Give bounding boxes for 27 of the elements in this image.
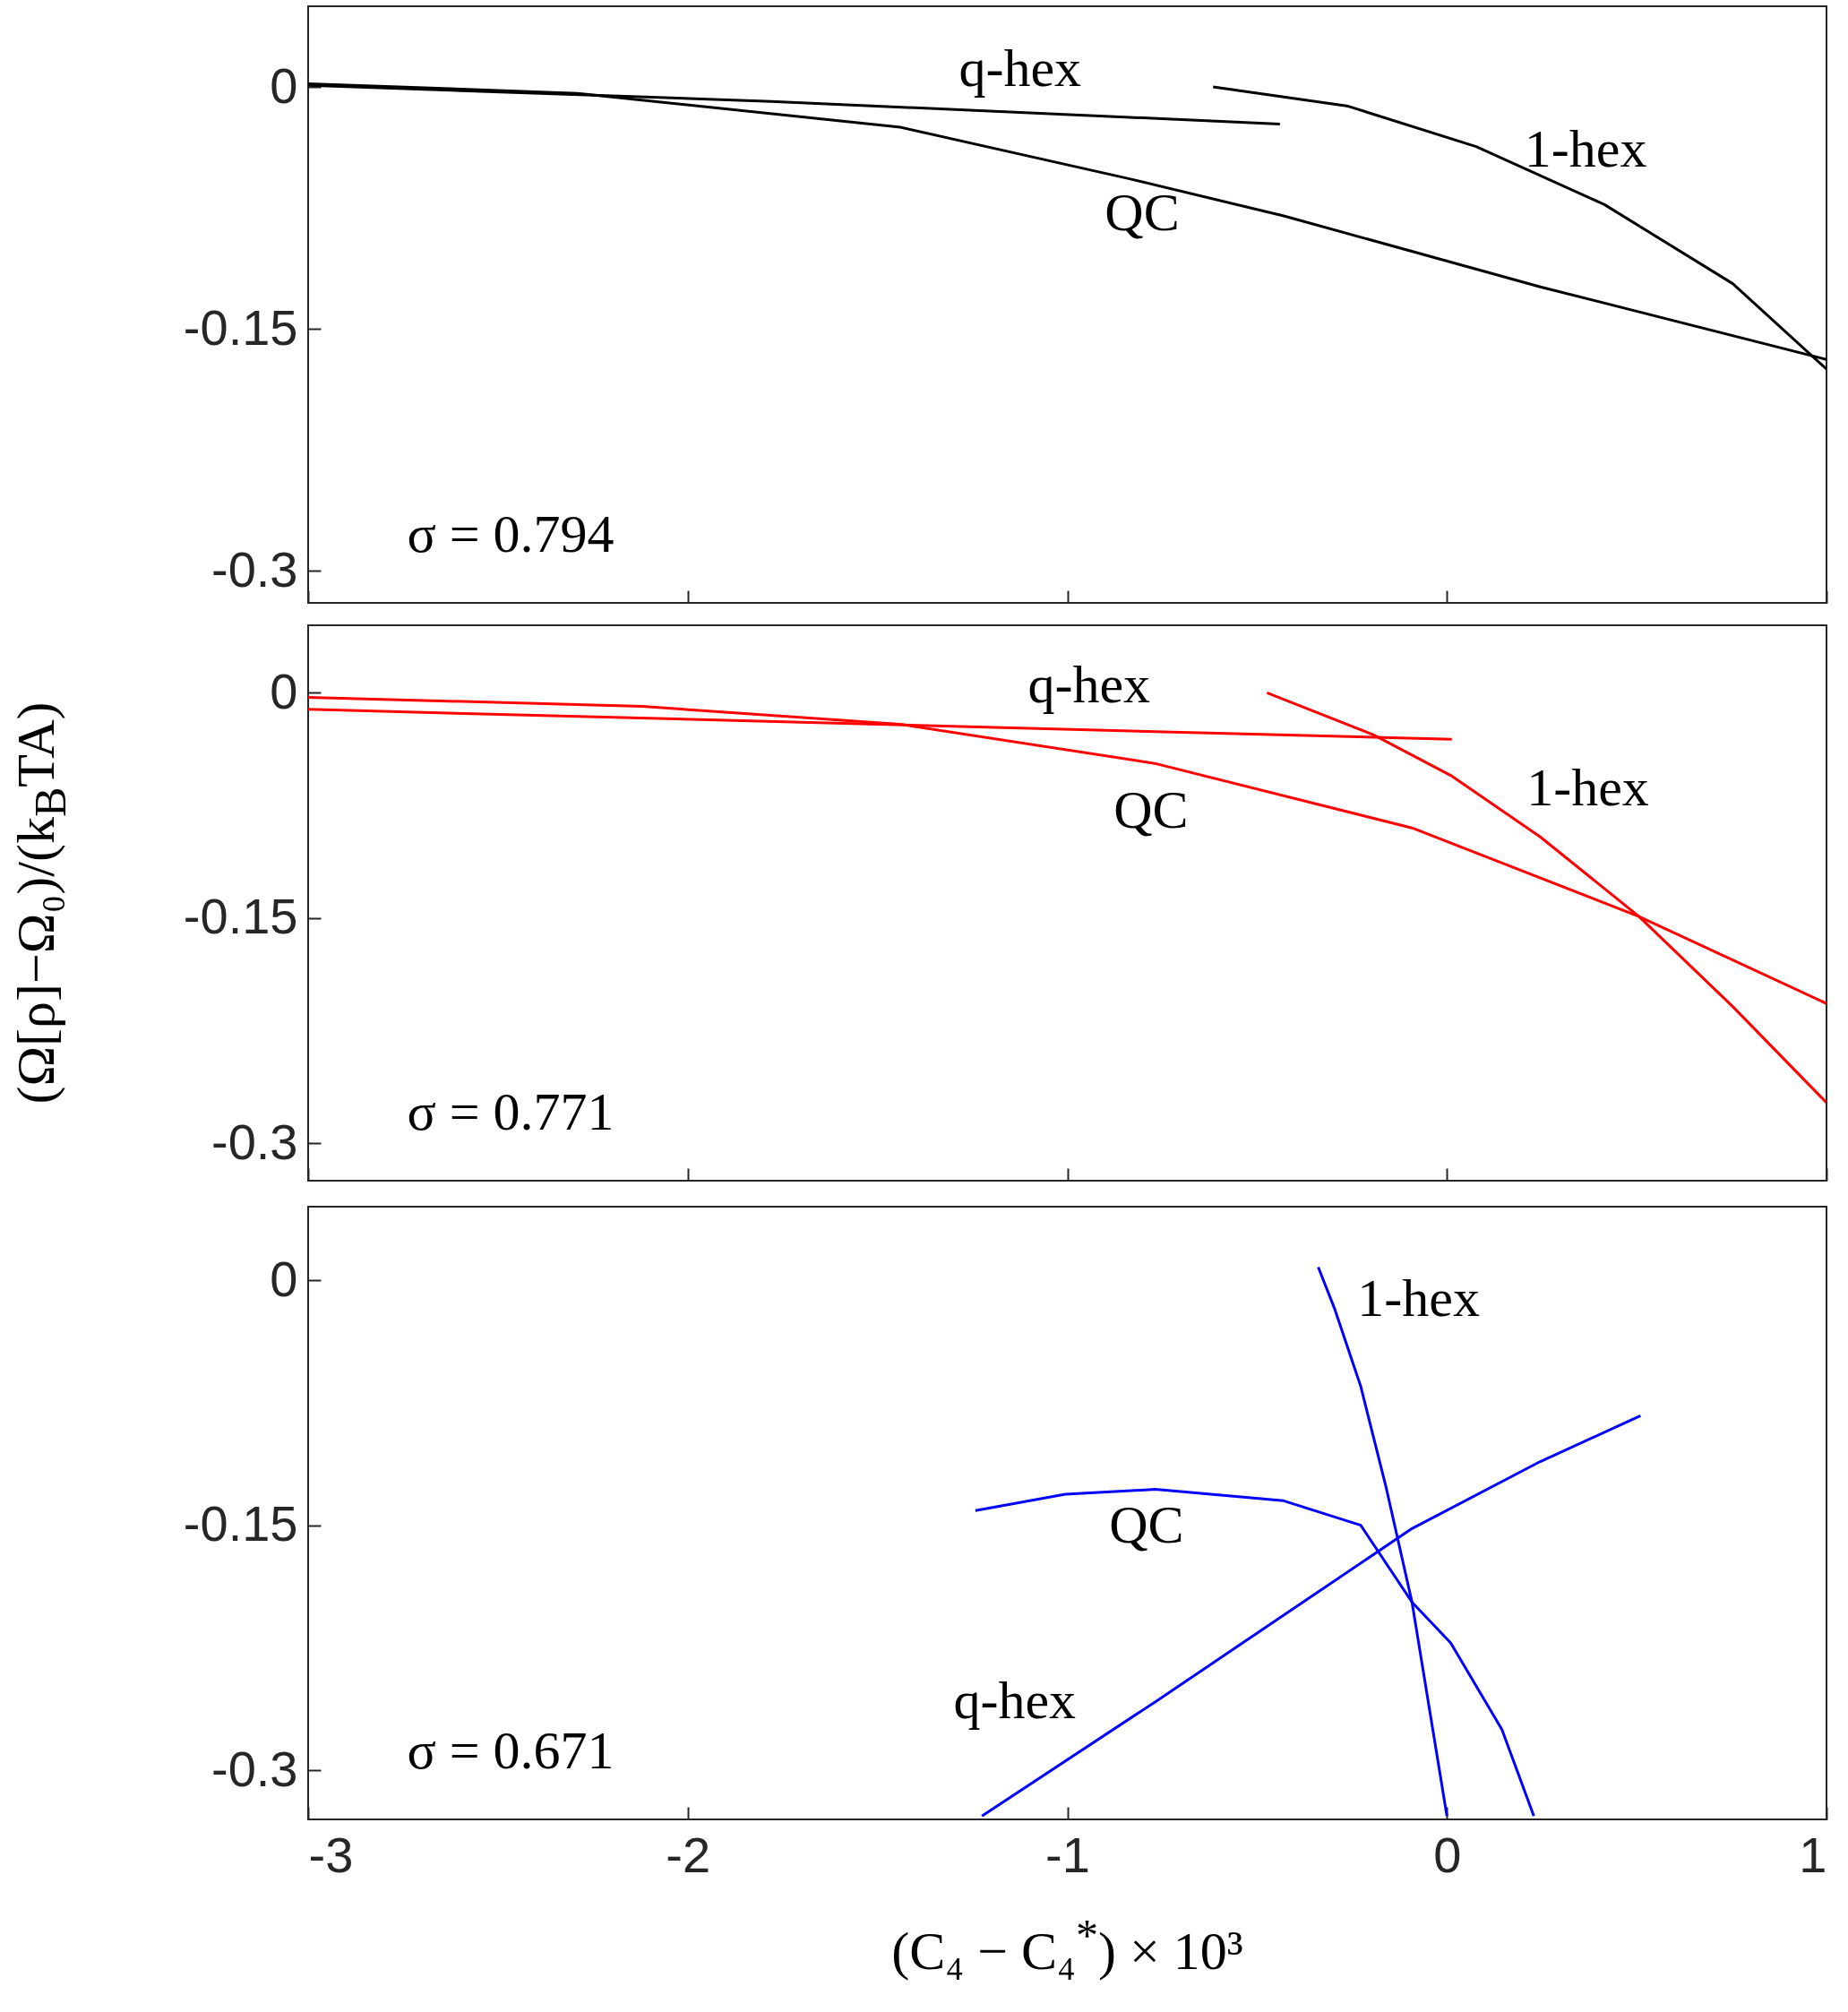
series-label: q-hex [953,1670,1077,1730]
series-label: 1-hex [1524,119,1647,179]
annotation: σ = 0.671 [407,1721,615,1780]
annotation: σ = 0.794 [407,504,615,563]
annotation: σ = 0.771 [407,1082,615,1141]
series-label: QC [1109,1494,1184,1554]
y-tick-label: -0.15 [183,1495,298,1552]
series-label: 1-hex [1357,1268,1480,1328]
x-tick-label: 1 [1799,1826,1827,1883]
y-tick-label: -0.3 [211,1113,298,1170]
x-axis-title: (C₄ − C₄$^{*}$) × 10³ [891,1909,1243,1982]
y-tick-label: -0.15 [183,298,298,356]
series-label: q-hex [1027,655,1151,715]
x-tick-label: 0 [1433,1826,1462,1883]
x-tick-label: -2 [666,1826,711,1883]
y-tick-label: 0 [270,56,298,114]
x-tick-label: -3 [308,1826,354,1883]
y-tick-label: 0 [270,662,298,719]
series-label: QC [1105,182,1180,242]
series-label: 1-hex [1526,758,1649,818]
y-tick-label: -0.3 [211,1740,298,1797]
series-label: q-hex [958,39,1082,99]
series-label: QC [1113,780,1189,840]
y-tick-label: -0.3 [211,540,298,598]
y-tick-label: 0 [270,1250,298,1307]
x-tick-label: -1 [1045,1826,1090,1883]
y-tick-label: -0.15 [183,888,298,945]
